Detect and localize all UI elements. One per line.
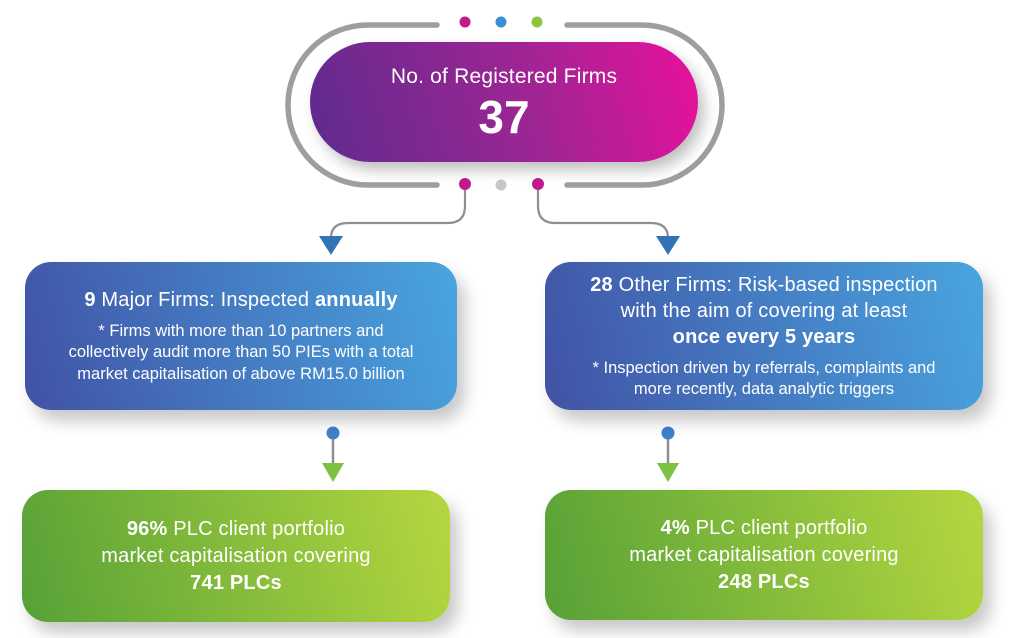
registered-firms-capsule: No. of Registered Firms 37 bbox=[310, 42, 698, 162]
note-line: collectively audit more than 50 PIEs wit… bbox=[68, 343, 414, 362]
blue-dot bbox=[495, 16, 507, 28]
arrow-down-icon bbox=[656, 236, 680, 255]
note-line: more recently, data analytic triggers bbox=[633, 380, 895, 398]
stadium-outline-left bbox=[285, 22, 440, 188]
magenta-dot bbox=[459, 16, 471, 28]
capsule-title: No. of Registered Firms bbox=[390, 64, 618, 88]
other-firms-count: 28 bbox=[590, 273, 613, 296]
note-line: * Firms with more than 10 partners and bbox=[98, 321, 384, 340]
magenta-dot bbox=[532, 178, 544, 190]
arrow-down-icon bbox=[322, 463, 344, 482]
note-line: * Inspection driven by referrals, compla… bbox=[592, 358, 936, 377]
blue-dot bbox=[326, 426, 340, 440]
note-line: market capitalisation of above RM15.0 bi… bbox=[77, 364, 405, 383]
connector-curve-right bbox=[536, 190, 670, 239]
other-coverage-pct: 4% bbox=[660, 516, 690, 539]
other-firms-box: 28 Other Firms: Risk-based inspection wi… bbox=[545, 262, 983, 410]
major-firms-count: 9 bbox=[84, 288, 96, 311]
major-coverage-box: 96% PLC client portfolio market capitali… bbox=[22, 490, 450, 622]
other-firms-heading: 28 Other Firms: Risk-based inspection wi… bbox=[590, 273, 938, 348]
major-coverage-plcs: 741 PLCs bbox=[190, 571, 282, 594]
major-firms-box: 9 Major Firms: Inspected annually * Firm… bbox=[25, 262, 457, 410]
connector-curve-left bbox=[329, 190, 467, 239]
major-coverage-pct: 96% bbox=[126, 517, 168, 540]
arrow-down-icon bbox=[319, 236, 343, 255]
major-firms-note: * Firms with more than 10 partners and c… bbox=[69, 321, 414, 386]
stadium-outline-right bbox=[564, 22, 725, 188]
blue-dot bbox=[661, 426, 675, 440]
other-coverage-plcs: 248 PLCs bbox=[718, 570, 810, 593]
arrow-down-icon bbox=[657, 463, 679, 482]
magenta-dot bbox=[459, 178, 471, 190]
major-firms-heading: 9 Major Firms: Inspected annually bbox=[84, 288, 398, 311]
gray-dot bbox=[495, 179, 507, 191]
major-coverage-text: 96% PLC client portfolio market capitali… bbox=[101, 517, 371, 594]
other-coverage-box: 4% PLC client portfolio market capitalis… bbox=[545, 490, 983, 620]
other-firms-note: * Inspection driven by referrals, compla… bbox=[592, 358, 935, 401]
capsule-value: 37 bbox=[478, 90, 530, 143]
other-coverage-text: 4% PLC client portfolio market capitalis… bbox=[629, 516, 899, 593]
green-dot bbox=[531, 16, 543, 28]
